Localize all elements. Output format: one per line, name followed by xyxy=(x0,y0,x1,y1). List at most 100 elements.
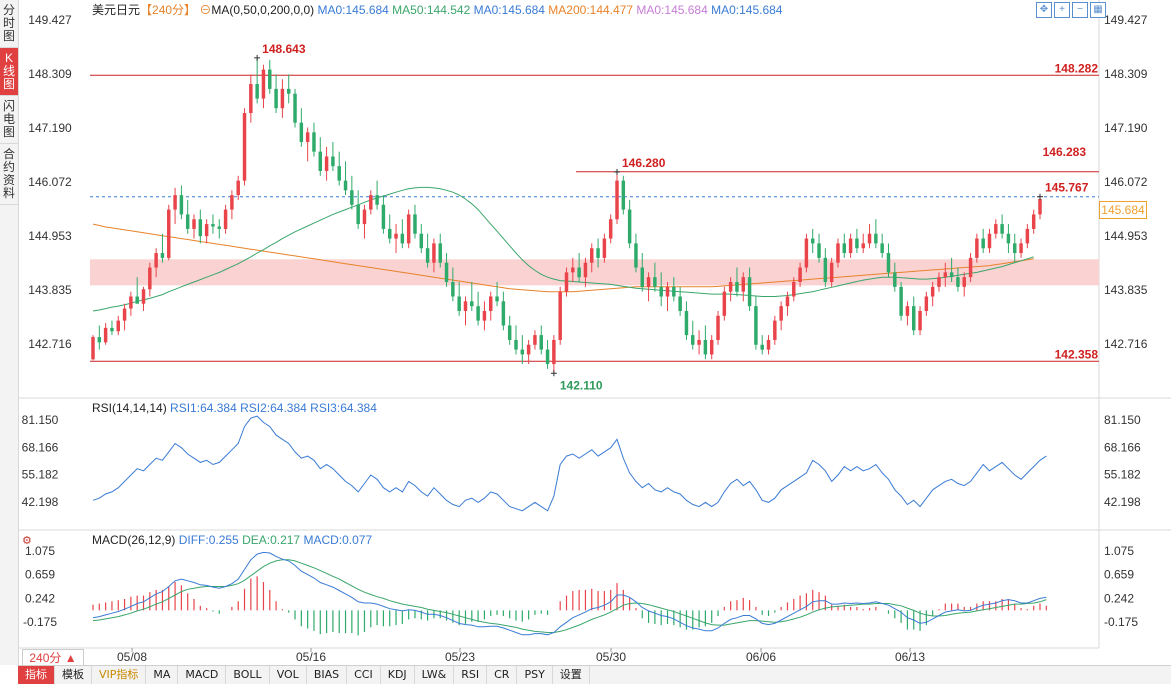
tab-ma[interactable]: MA xyxy=(146,666,179,684)
tab-rsi[interactable]: RSI xyxy=(454,666,488,684)
candle-body xyxy=(179,195,184,215)
tab-cr[interactable]: CR xyxy=(487,666,518,684)
candle xyxy=(792,277,796,302)
candle xyxy=(691,320,695,350)
candle xyxy=(1000,214,1004,239)
candle-body xyxy=(192,219,196,229)
candle-body xyxy=(249,84,253,114)
candle-body xyxy=(362,209,367,225)
tab-template[interactable]: 模板 xyxy=(55,666,92,684)
macd-tick-right: 0.242 xyxy=(1104,591,1134,605)
macd-tick-right: 1.075 xyxy=(1104,544,1134,558)
tab-boll[interactable]: BOLL xyxy=(226,666,270,684)
y-tick-label-right: 146.072 xyxy=(1104,175,1148,189)
candle-body xyxy=(608,219,613,239)
candle xyxy=(103,323,108,345)
candle xyxy=(684,301,689,340)
chart-toolbar: ✥ + − ▦ xyxy=(1036,2,1106,18)
tab-macd[interactable]: MACD xyxy=(178,666,227,684)
candle-body xyxy=(444,262,449,283)
tab-vol[interactable]: VOL xyxy=(270,666,307,684)
zoom-in-icon[interactable]: + xyxy=(1054,2,1070,18)
candle xyxy=(760,335,764,355)
candle xyxy=(179,185,184,220)
rsi-legend: RSI(14,14,14) RSI1:64.384 RSI2:64.384 RS… xyxy=(92,401,377,415)
candle-body xyxy=(495,296,499,302)
candle-body xyxy=(533,335,537,345)
candle xyxy=(785,291,790,316)
candle-body xyxy=(880,243,884,254)
tab-cci[interactable]: CCI xyxy=(347,666,381,684)
candle-body xyxy=(539,335,543,350)
candle xyxy=(520,335,525,365)
candle xyxy=(173,187,177,225)
candle xyxy=(299,108,304,147)
candle-body xyxy=(615,180,619,220)
rsi-tick-left: 42.198 xyxy=(22,495,59,509)
candle-body xyxy=(167,209,171,258)
tab-vip-indicators[interactable]: VIP指标 xyxy=(92,666,147,684)
y-tick-label-left: 148.309 xyxy=(28,67,72,81)
tab-settings[interactable]: 设置 xyxy=(553,666,590,684)
candle xyxy=(387,214,392,244)
tab-lw[interactable]: LW& xyxy=(415,666,455,684)
candle xyxy=(552,335,556,374)
candle-body xyxy=(400,233,405,244)
candle xyxy=(223,204,228,234)
candle-body xyxy=(760,344,764,350)
zoom-out-icon[interactable]: − xyxy=(1072,2,1088,18)
price-axis: 149.427 149.427 148.309 148.309 147.190 147.1… xyxy=(28,3,1147,351)
level-label: 142.358 xyxy=(1055,347,1099,361)
candle-body xyxy=(754,306,758,345)
candle xyxy=(406,209,411,249)
candle-body xyxy=(653,277,657,287)
candle xyxy=(596,238,600,268)
candle xyxy=(356,190,360,229)
candle xyxy=(362,204,367,239)
candle-body xyxy=(627,209,632,244)
candle-body xyxy=(792,282,796,297)
candle xyxy=(577,253,581,283)
candle-body xyxy=(173,195,177,210)
candle-body xyxy=(122,308,127,321)
candle-body xyxy=(596,248,600,258)
candle-body xyxy=(406,214,411,244)
tab-bias[interactable]: BIAS xyxy=(307,666,348,684)
candle xyxy=(470,282,474,311)
candle-body xyxy=(583,262,588,278)
candle xyxy=(413,204,417,239)
settings-icon[interactable]: ▦ xyxy=(1090,2,1106,18)
legend-symbol: 美元日元 xyxy=(92,3,140,17)
candle-body xyxy=(255,84,259,99)
tab-flash[interactable]: 闪电图 xyxy=(0,96,18,144)
x-tick-label: 05/16 xyxy=(296,650,326,664)
candle xyxy=(457,282,461,316)
candle-body xyxy=(571,267,575,273)
tab-contract-info[interactable]: 合约资料 xyxy=(0,144,18,205)
candle xyxy=(375,180,379,210)
candle-body xyxy=(855,238,859,249)
candle xyxy=(653,262,657,292)
candle-body xyxy=(848,238,853,254)
candle-body xyxy=(949,272,954,278)
move-icon[interactable]: ✥ xyxy=(1036,2,1052,18)
candle-body xyxy=(779,306,783,321)
tab-psy[interactable]: PSY xyxy=(517,666,553,684)
candle-body xyxy=(337,166,341,181)
candle xyxy=(558,286,562,345)
macd-legend-title: MACD(26,12,9) xyxy=(92,533,175,547)
macd-settings-icon[interactable]: ⚙ xyxy=(22,535,32,547)
tab-kdj[interactable]: KDJ xyxy=(381,666,415,684)
candle xyxy=(129,291,133,316)
tab-kline[interactable]: K线图 xyxy=(0,48,18,96)
candle-body xyxy=(558,291,562,340)
tab-indicators[interactable]: 指标 xyxy=(18,666,55,684)
candle-body xyxy=(230,195,234,210)
candle xyxy=(640,253,644,292)
candle-body xyxy=(804,238,809,268)
candle xyxy=(425,233,430,268)
candle xyxy=(167,204,171,261)
tab-timeshare[interactable]: 分时图 xyxy=(0,0,18,48)
candle xyxy=(268,59,272,94)
legend-toggle-icon: ⊖ xyxy=(196,3,211,17)
